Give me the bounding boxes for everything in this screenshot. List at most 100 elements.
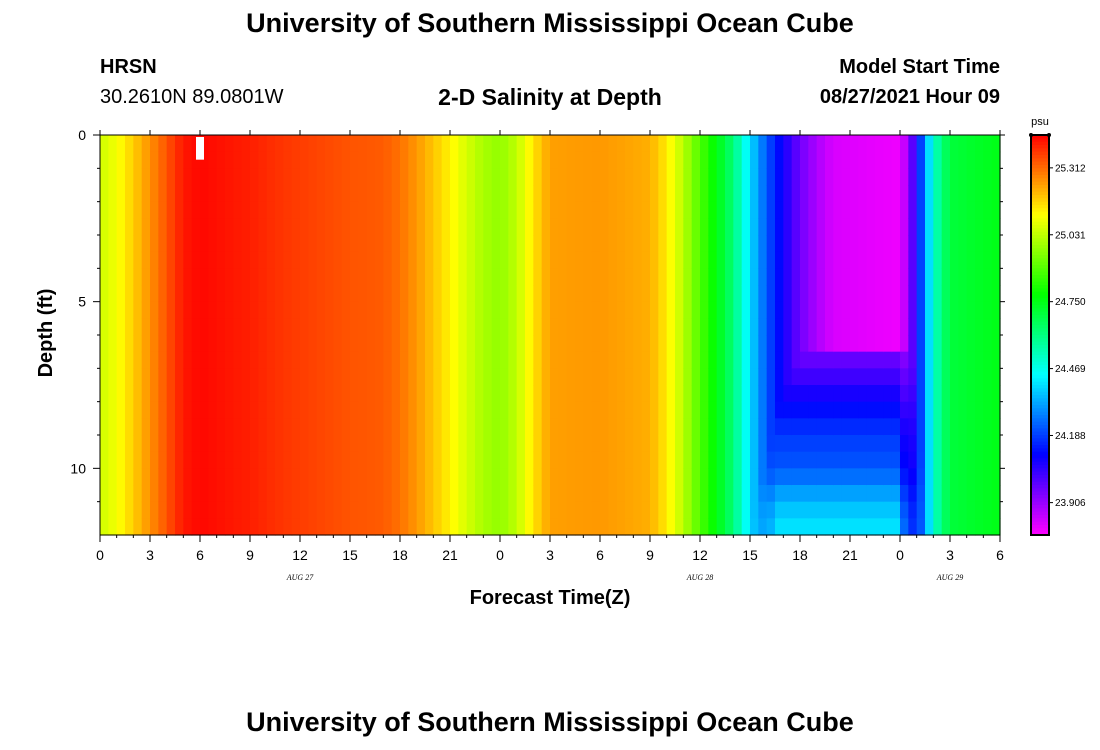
heatmap-cell	[683, 318, 693, 336]
heatmap-cell	[650, 468, 659, 486]
heatmap-cell	[616, 285, 626, 303]
heatmap-cell	[466, 135, 476, 153]
heatmap-cell	[733, 451, 743, 469]
heatmap-cell	[433, 185, 443, 203]
heatmap-cell	[941, 451, 951, 469]
heatmap-cell	[333, 518, 343, 536]
x-tick-label: 21	[442, 547, 458, 563]
heatmap-cell	[675, 151, 684, 169]
colorbar-segment	[1031, 421, 1049, 426]
heatmap-cell	[858, 251, 868, 269]
heatmap-cell	[625, 468, 634, 486]
heatmap-cell	[758, 368, 768, 386]
colorbar-tick-label: 25.312	[1055, 163, 1086, 174]
heatmap-cell	[941, 135, 951, 153]
heatmap-cell	[358, 485, 368, 503]
heatmap-cell	[408, 201, 418, 219]
x-tick-label: 21	[842, 547, 858, 563]
colorbar-corner-dot	[1047, 133, 1051, 137]
heatmap-cell	[841, 268, 851, 286]
heatmap-cell	[850, 451, 859, 469]
heatmap-cell	[191, 251, 201, 269]
heatmap-cell	[541, 335, 551, 353]
heatmap-cell	[800, 201, 809, 219]
heatmap-cell	[816, 218, 826, 236]
heatmap-cell	[716, 285, 726, 303]
heatmap-cell	[733, 301, 743, 319]
heatmap-cell	[100, 135, 109, 153]
heatmap-cell	[758, 518, 768, 536]
heatmap-cell	[275, 218, 284, 236]
heatmap-cell	[941, 301, 951, 319]
heatmap-cell	[766, 151, 776, 169]
heatmap-cell	[608, 318, 618, 336]
heatmap-cell	[208, 285, 218, 303]
heatmap-cell	[591, 318, 601, 336]
heatmap-cell	[975, 318, 984, 336]
heatmap-cell	[300, 151, 309, 169]
heatmap-cell	[925, 468, 934, 486]
heatmap-cell	[866, 318, 876, 336]
heatmap-cell	[675, 418, 684, 436]
heatmap-cell	[191, 285, 201, 303]
heatmap-cell	[508, 468, 518, 486]
heatmap-cell	[950, 251, 959, 269]
heatmap-cell	[225, 501, 234, 519]
heatmap-cell	[775, 301, 784, 319]
heatmap-cell	[800, 351, 809, 369]
heatmap-cell	[525, 335, 534, 353]
heatmap-cell	[883, 318, 893, 336]
heatmap-cell	[208, 485, 218, 503]
heatmap-cell	[266, 468, 276, 486]
colorbar-segment	[1031, 255, 1049, 259]
heatmap-cell	[150, 268, 159, 286]
heatmap-cell	[966, 268, 976, 286]
heatmap-cell	[641, 201, 651, 219]
heatmap-cell	[908, 268, 918, 286]
heatmap-cell	[966, 501, 976, 519]
heatmap-cell	[883, 518, 893, 536]
heatmap-cell	[533, 201, 543, 219]
heatmap-cell	[858, 268, 868, 286]
heatmap-cell	[825, 301, 834, 319]
heatmap-cell	[583, 185, 593, 203]
heatmap-cell	[983, 235, 993, 253]
heatmap-cell	[975, 218, 984, 236]
heatmap-cell	[425, 201, 434, 219]
heatmap-cell	[675, 368, 684, 386]
colorbar-segment	[1031, 381, 1049, 386]
heatmap-cell	[416, 518, 426, 536]
heatmap-cell	[533, 151, 543, 169]
heatmap-cell	[325, 135, 334, 153]
heatmap-cell	[950, 135, 959, 153]
heatmap-cell	[925, 385, 934, 403]
heatmap-cell	[283, 168, 293, 186]
heatmap-cell	[200, 485, 209, 503]
heatmap-cell	[516, 218, 526, 236]
heatmap-cell	[316, 401, 326, 419]
heatmap-cell	[750, 518, 759, 536]
heatmap-cell	[483, 218, 493, 236]
heatmap-cell	[800, 335, 809, 353]
heatmap-cell	[641, 401, 651, 419]
heatmap-cell	[650, 485, 659, 503]
heatmap-cell	[825, 268, 834, 286]
x-tick-label: 3	[546, 547, 554, 563]
heatmap-cell	[341, 168, 351, 186]
heatmap-cell	[250, 235, 259, 253]
heatmap-cell	[550, 235, 559, 253]
heatmap-cell	[400, 235, 409, 253]
heatmap-cell	[441, 201, 451, 219]
heatmap-cell	[691, 185, 701, 203]
heatmap-cell	[291, 435, 301, 453]
heatmap-cell	[475, 451, 484, 469]
heatmap-cell	[358, 285, 368, 303]
heatmap-cell	[258, 251, 268, 269]
heatmap-cell	[666, 285, 676, 303]
heatmap-cell	[616, 468, 626, 486]
heatmap-cell	[583, 201, 593, 219]
heatmap-cell	[391, 168, 401, 186]
heatmap-cell	[233, 485, 243, 503]
heatmap-cell	[883, 151, 893, 169]
